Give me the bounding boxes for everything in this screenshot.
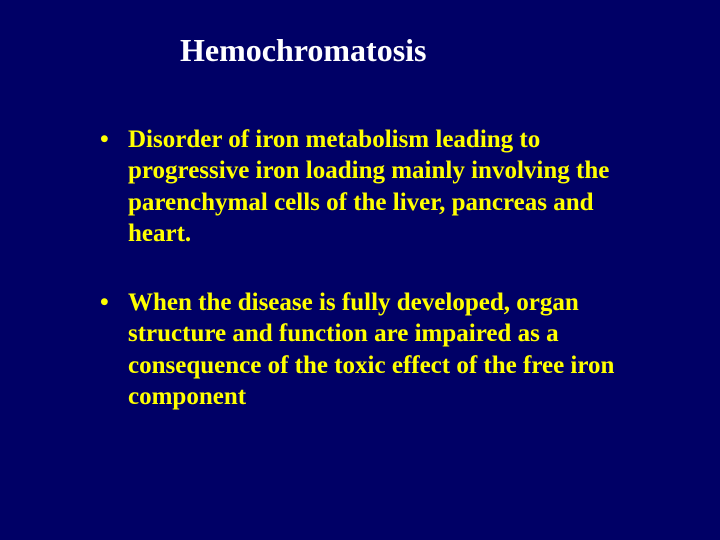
bullet-item: Disorder of iron metabolism leading to p… bbox=[100, 124, 660, 249]
bullet-list: Disorder of iron metabolism leading to p… bbox=[60, 124, 660, 412]
slide: Hemochromatosis Disorder of iron metabol… bbox=[0, 0, 720, 540]
bullet-item: When the disease is fully developed, org… bbox=[100, 287, 660, 412]
slide-title: Hemochromatosis bbox=[60, 32, 660, 69]
